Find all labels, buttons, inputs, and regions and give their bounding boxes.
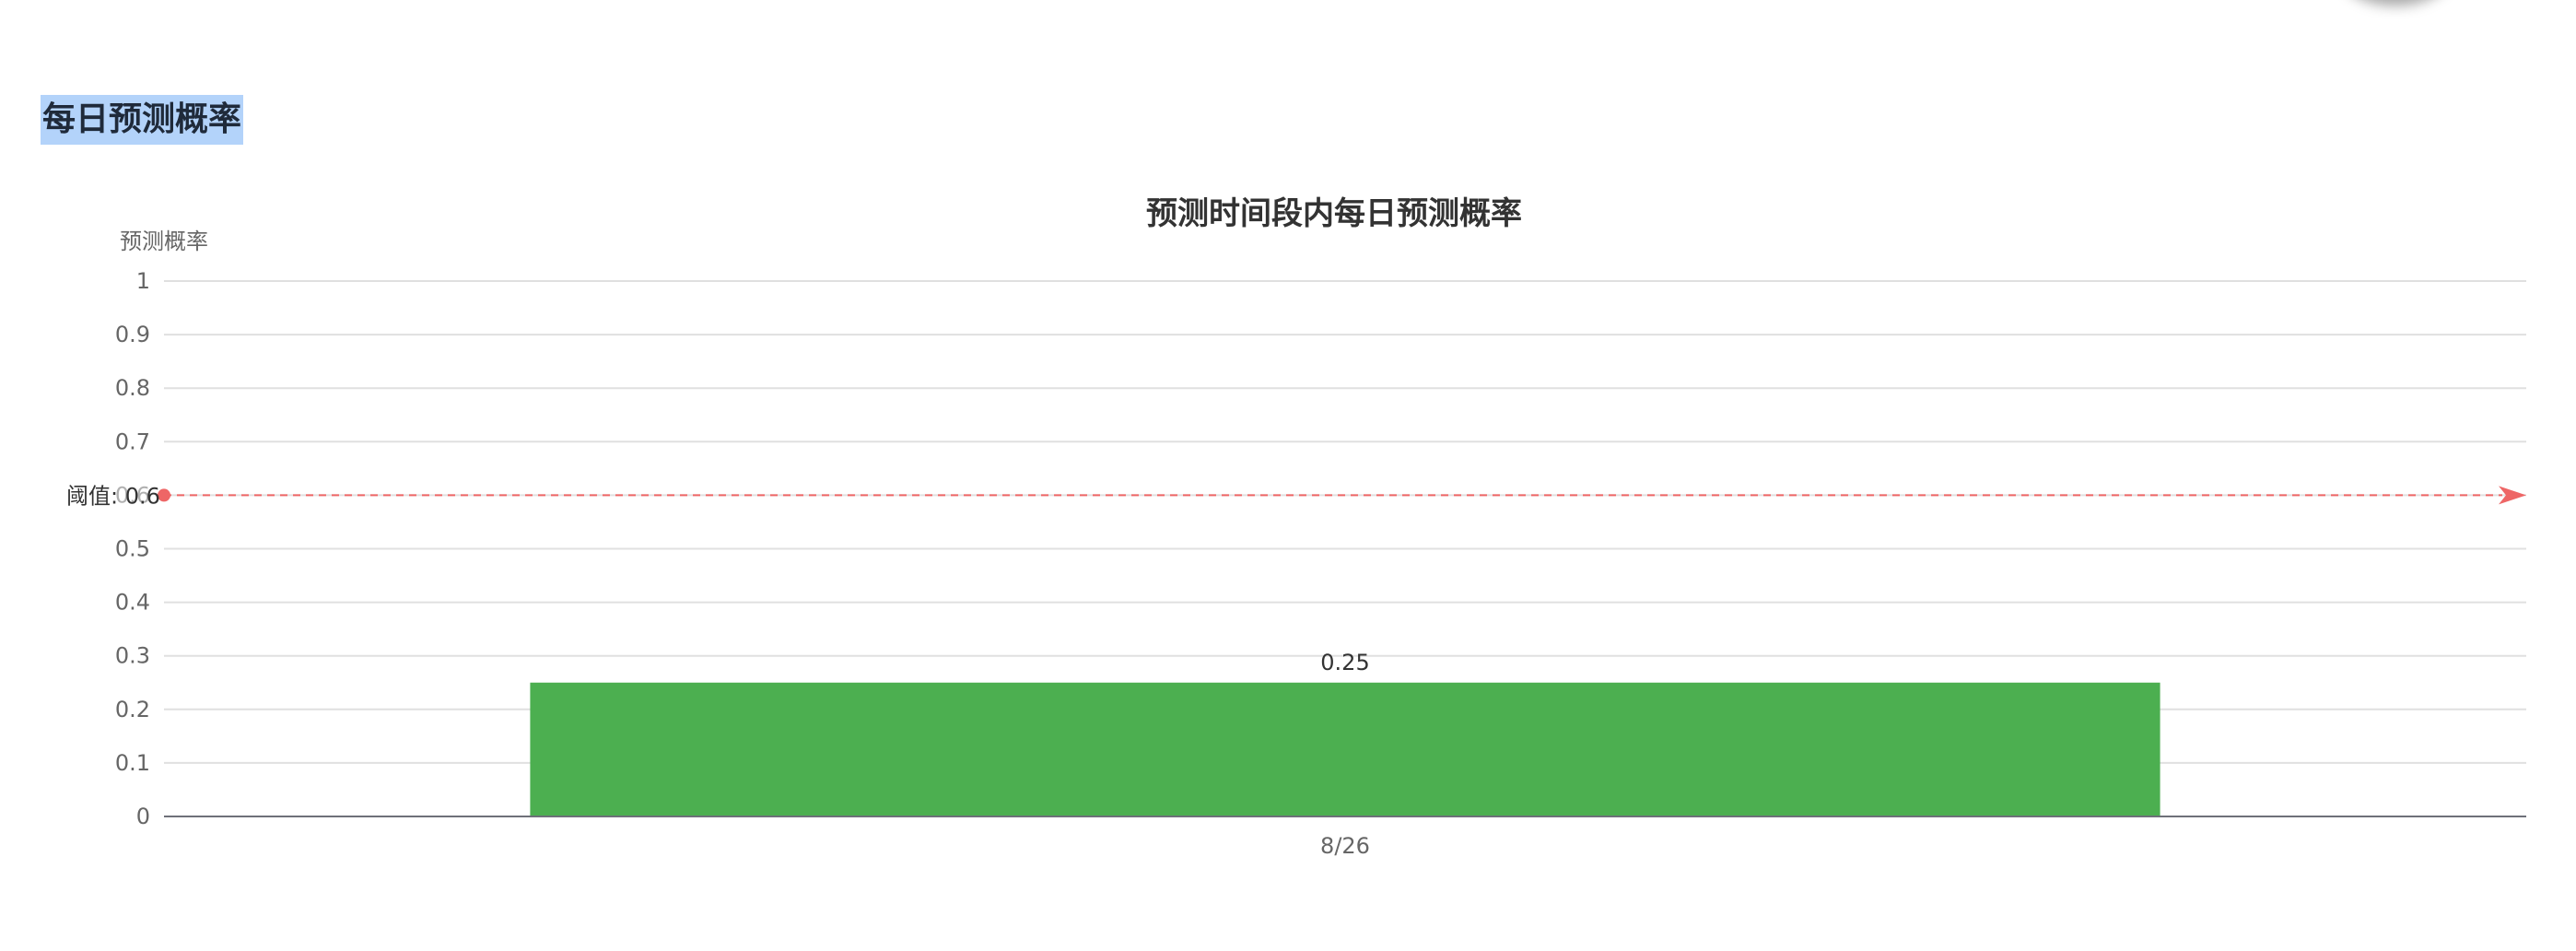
y-tick-label: 0.1 xyxy=(115,750,150,776)
x-axis-ticks: 8/26 xyxy=(1320,833,1370,859)
y-tick-label: 0 xyxy=(136,804,150,829)
y-tick-label: 0.7 xyxy=(115,429,150,454)
x-tick-label: 8/26 xyxy=(1320,833,1370,859)
bar-value-label: 0.25 xyxy=(1320,650,1369,675)
y-tick-label: 0.2 xyxy=(115,697,150,722)
threshold-label: 阈值: 0.6 xyxy=(66,483,160,509)
section-title: 每日预测概率 xyxy=(41,95,244,145)
chart-title: 预测时间段内每日预测概率 xyxy=(1146,195,1522,232)
y-axis-ticks: 0 0.1 0.2 0.3 0.4 0.5 0.6 0.7 0.8 0.9 1 xyxy=(115,268,150,829)
threshold-arrow-icon xyxy=(2499,486,2526,505)
y-tick-label: 0.4 xyxy=(115,590,150,616)
y-axis-label: 预测概率 xyxy=(120,229,208,254)
y-tick-label: 0.5 xyxy=(115,536,150,562)
y-tick-label: 1 xyxy=(136,268,150,294)
bar xyxy=(530,682,2160,816)
y-tick-label: 0.8 xyxy=(115,375,150,401)
threshold-line: 阈值: 0.6 xyxy=(66,483,2526,509)
y-tick-label: 0.3 xyxy=(115,643,150,669)
y-tick-label: 0.6 xyxy=(115,482,150,508)
threshold-start-dot xyxy=(158,488,170,502)
y-tick-label: 0.9 xyxy=(115,322,150,347)
bars: 0.25 xyxy=(530,650,2160,816)
